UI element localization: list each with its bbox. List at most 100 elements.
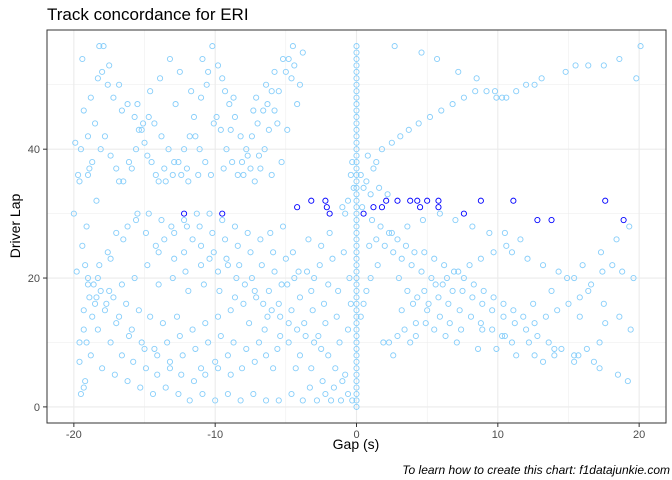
- point-other-driver: [353, 101, 360, 108]
- point-other-driver: [113, 229, 120, 236]
- point-driver: [383, 197, 390, 204]
- point-other-driver: [96, 43, 103, 50]
- point-other-driver: [332, 365, 339, 372]
- point-other-driver: [619, 268, 626, 275]
- point-other-driver: [318, 345, 325, 352]
- point-other-driver: [271, 68, 278, 75]
- point-driver: [394, 197, 401, 204]
- point-other-driver: [353, 81, 360, 88]
- point-other-driver: [357, 313, 364, 320]
- point-other-driver: [291, 62, 298, 69]
- point-other-driver: [89, 313, 96, 320]
- point-other-driver: [353, 133, 360, 140]
- point-other-driver: [585, 287, 592, 294]
- point-other-driver: [292, 365, 299, 372]
- point-other-driver: [441, 262, 448, 269]
- point-other-driver: [94, 274, 101, 282]
- point-other-driver: [353, 146, 360, 153]
- point-other-driver: [538, 75, 545, 82]
- point-driver: [424, 197, 431, 204]
- point-other-driver: [418, 49, 425, 56]
- point-other-driver: [353, 191, 360, 198]
- point-other-driver: [326, 229, 333, 236]
- point-other-driver: [84, 274, 92, 282]
- point-other-driver: [210, 249, 217, 256]
- point-other-driver: [260, 300, 267, 307]
- point-other-driver: [128, 326, 135, 333]
- point-other-driver: [309, 307, 316, 314]
- point-other-driver: [353, 55, 360, 63]
- point-other-driver: [395, 274, 402, 282]
- point-other-driver: [299, 49, 306, 56]
- x-tick-label: -20: [66, 429, 82, 441]
- point-other-driver: [166, 358, 174, 365]
- point-other-driver: [576, 294, 583, 301]
- point-other-driver: [247, 249, 254, 256]
- point-other-driver: [101, 133, 108, 140]
- point-other-driver: [179, 352, 186, 359]
- point-other-driver: [107, 255, 114, 262]
- point-other-driver: [353, 165, 360, 172]
- point-other-driver: [353, 281, 360, 288]
- point-other-driver: [185, 287, 192, 294]
- point-other-driver: [460, 274, 467, 282]
- point-other-driver: [477, 320, 484, 327]
- point-other-driver: [353, 139, 360, 146]
- point-other-driver: [279, 55, 287, 63]
- point-other-driver: [104, 81, 111, 88]
- point-other-driver: [539, 262, 547, 269]
- point-other-driver: [531, 352, 538, 359]
- point-other-driver: [493, 345, 500, 352]
- point-other-driver: [110, 294, 117, 301]
- point-other-driver: [231, 223, 239, 230]
- point-other-driver: [572, 62, 579, 69]
- point-other-driver: [455, 68, 462, 75]
- point-other-driver: [438, 107, 445, 114]
- point-other-driver: [158, 133, 165, 140]
- point-other-driver: [424, 307, 431, 314]
- point-other-driver: [319, 378, 326, 385]
- point-other-driver: [132, 146, 140, 153]
- point-other-driver: [275, 397, 282, 404]
- point-other-driver: [353, 171, 360, 179]
- point-other-driver: [421, 287, 428, 294]
- point-other-driver: [425, 300, 432, 307]
- point-other-driver: [353, 236, 360, 243]
- point-other-driver: [206, 210, 213, 217]
- point-other-driver: [244, 152, 251, 159]
- point-other-driver: [357, 171, 364, 179]
- point-other-driver: [436, 313, 443, 320]
- point-other-driver: [169, 171, 176, 179]
- point-other-driver: [616, 55, 623, 63]
- point-other-driver: [353, 300, 360, 307]
- point-other-driver: [75, 171, 82, 179]
- point-other-driver: [353, 339, 360, 346]
- point-other-driver: [460, 94, 467, 101]
- point-other-driver: [255, 152, 263, 159]
- point-other-driver: [308, 365, 315, 372]
- point-other-driver: [523, 81, 530, 88]
- point-other-driver: [181, 146, 188, 153]
- point-other-driver: [431, 326, 438, 333]
- point-other-driver: [302, 332, 309, 340]
- point-other-driver: [353, 358, 360, 365]
- point-other-driver: [626, 223, 633, 230]
- point-other-driver: [288, 75, 295, 82]
- point-other-driver: [435, 294, 442, 301]
- point-other-driver: [206, 255, 213, 262]
- point-other-driver: [571, 274, 578, 282]
- point-other-driver: [313, 397, 320, 404]
- point-other-driver: [151, 345, 158, 352]
- point-other-driver: [258, 262, 265, 269]
- point-other-driver: [73, 268, 80, 275]
- point-other-driver: [158, 217, 165, 224]
- point-other-driver: [263, 81, 270, 88]
- point-other-driver: [147, 313, 154, 320]
- point-other-driver: [296, 81, 304, 88]
- point-other-driver: [101, 307, 108, 314]
- point-other-driver: [394, 332, 401, 340]
- point-other-driver: [145, 210, 152, 217]
- point-other-driver: [246, 320, 253, 327]
- point-other-driver: [325, 352, 332, 359]
- point-other-driver: [145, 113, 152, 121]
